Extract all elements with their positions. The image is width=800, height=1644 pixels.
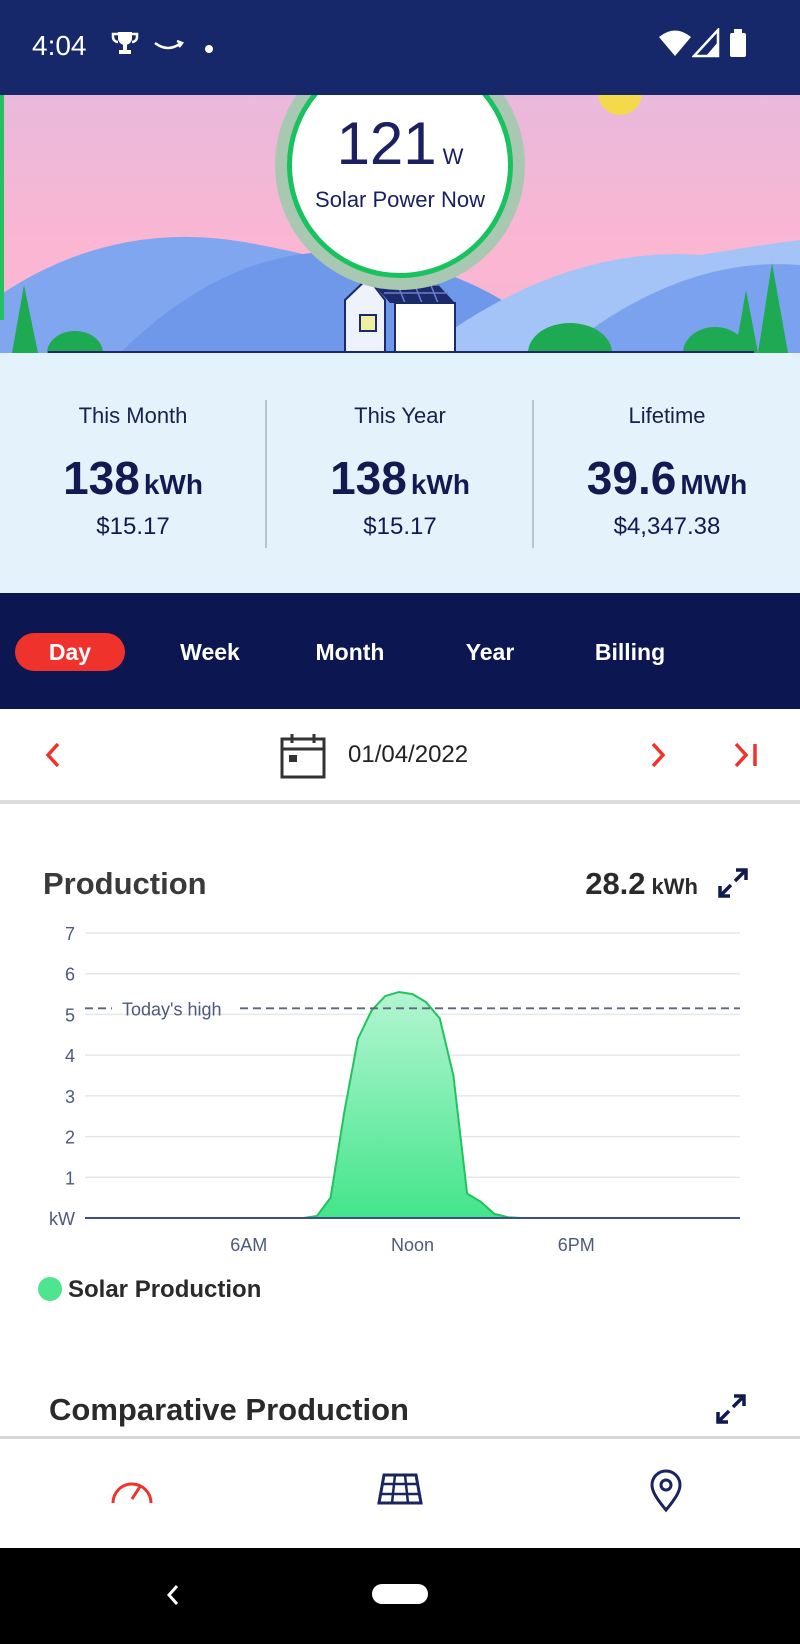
stat-money: $15.17	[96, 513, 170, 540]
stat-unit: kWh	[143, 469, 203, 500]
expand-icon	[718, 868, 748, 898]
chart-legend: Solar Production	[38, 1276, 261, 1304]
production-title: Production	[43, 866, 207, 901]
tab-week[interactable]: Week	[180, 639, 240, 665]
next-day-button[interactable]	[643, 737, 673, 778]
back-arrow-icon	[166, 1585, 179, 1605]
previous-day-button[interactable]	[38, 737, 68, 778]
stat-unit: kWh	[410, 469, 470, 500]
y-tick-label: 3	[65, 1087, 75, 1107]
back-button[interactable]	[162, 1580, 186, 1615]
energy-summary: This Month 138 kWh $15.17 This Year 138 kW…	[0, 353, 800, 593]
signal-icon	[691, 26, 720, 63]
landscape-illustration	[0, 95, 800, 353]
nav-location-button[interactable]	[646, 1469, 686, 1518]
x-tick-label: Noon	[391, 1235, 434, 1255]
nav-system-button[interactable]	[376, 1469, 424, 1514]
tab-month[interactable]: Month	[315, 639, 385, 665]
divider	[532, 400, 534, 548]
stat-value: 138	[63, 452, 140, 504]
stat-money: $4,347.38	[613, 513, 721, 540]
stat-this-month: This Month 138 kWh $15.17	[0, 353, 266, 593]
home-pill-button[interactable]	[372, 1584, 428, 1604]
speedometer-icon	[111, 1482, 153, 1504]
solar-power-value: 121	[336, 110, 437, 177]
jump-to-today-button[interactable]	[730, 737, 766, 778]
stat-this-year: This Year 138 kWh $15.17	[267, 353, 533, 593]
chevron-right-icon	[651, 742, 666, 768]
solar-power-gauge: 121 W Solar Power Now	[275, 95, 525, 290]
stat-label: This Month	[78, 403, 188, 428]
todays-high-label: Today's high	[122, 999, 222, 1019]
calendar-button[interactable]	[278, 731, 328, 786]
y-tick-label: 2	[65, 1128, 75, 1148]
expand-production-button[interactable]	[716, 866, 750, 905]
skip-to-end-icon	[734, 742, 757, 768]
nav-dashboard-button[interactable]	[108, 1469, 156, 1514]
solar-production-legend-swatch	[38, 1277, 62, 1301]
trophy-icon	[110, 28, 140, 63]
solar-panel-icon	[377, 1473, 423, 1505]
bottom-navigation	[0, 1436, 800, 1548]
amazon-smile-icon	[152, 28, 186, 63]
stat-money: $15.17	[363, 513, 437, 540]
status-bar: 4:04	[0, 0, 800, 95]
tab-year[interactable]: Year	[465, 639, 515, 665]
period-tabs: Day Week Month Year Billing	[0, 593, 800, 709]
divider	[265, 400, 267, 548]
status-time: 4:04	[32, 30, 87, 61]
location-pin-icon	[650, 1469, 682, 1513]
solar-power-label: Solar Power Now	[315, 187, 485, 212]
expand-icon	[716, 1394, 746, 1424]
stat-lifetime: Lifetime 39.6 MWh $4,347.38	[534, 353, 800, 593]
y-tick-label: 6	[65, 965, 75, 985]
solar-production-area	[85, 992, 740, 1218]
solar-hero-illustration: 121 W Solar Power Now	[0, 95, 800, 353]
tab-billing[interactable]: Billing	[594, 639, 666, 665]
stat-label: Lifetime	[628, 403, 706, 428]
stat-value: 39.6	[586, 452, 677, 504]
y-tick-label: 5	[65, 1005, 75, 1025]
legend-label: Solar Production	[68, 1276, 262, 1303]
dot-icon	[204, 41, 214, 59]
y-tick-label: 7	[65, 924, 75, 944]
stat-label: This Year	[354, 403, 446, 428]
selected-date[interactable]: 01/04/2022	[348, 741, 469, 768]
tab-day[interactable]: Day	[15, 633, 125, 671]
production-chart: 1 2 3 4 5 6 7 kW Today's high 6AM Noon 6PM	[49, 924, 740, 1255]
y-axis-unit-label: kW	[49, 1209, 75, 1229]
solar-power-unit: W	[442, 144, 464, 169]
stat-value: 138	[330, 452, 407, 504]
x-tick-label: 6PM	[558, 1235, 595, 1255]
production-total-unit: kWh	[651, 874, 698, 899]
stat-unit: MWh	[680, 469, 748, 500]
chevron-left-icon	[45, 742, 60, 768]
y-tick-label: 1	[65, 1168, 75, 1188]
production-total: 28.2 kWh	[585, 866, 698, 902]
y-tick-label: 4	[65, 1046, 75, 1066]
system-navigation-bar	[0, 1548, 800, 1644]
production-total-value: 28.2	[585, 866, 646, 901]
x-tick-label: 6AM	[230, 1235, 267, 1255]
comparative-production-title: Comparative Production	[49, 1392, 409, 1427]
expand-comparative-button[interactable]	[714, 1392, 748, 1431]
calendar-icon	[280, 734, 326, 779]
date-navigator: 01/04/2022	[0, 709, 800, 804]
battery-icon	[728, 28, 748, 63]
wifi-icon	[658, 28, 692, 63]
